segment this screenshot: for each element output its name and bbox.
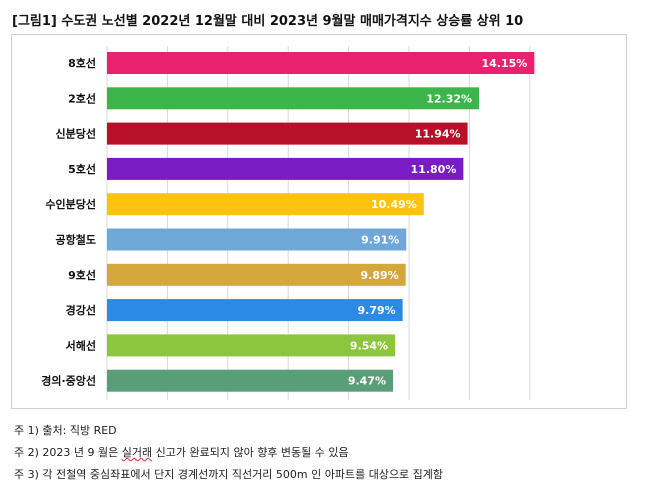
bar (107, 263, 406, 286)
value-label: 10.49% (371, 198, 417, 211)
category-label: 경강선 (66, 303, 96, 317)
category-label: 서해선 (66, 338, 96, 352)
bar (107, 334, 396, 357)
footnote-source: 주 1) 출처: 직방 RED (14, 424, 117, 437)
value-label: 9.47% (348, 375, 386, 388)
category-label: 신분당선 (56, 127, 96, 141)
footnote-revision-highlight: 실거래 (121, 446, 153, 459)
bar (107, 369, 393, 392)
footnote-revision-text-end: 신고가 완료되지 않아 향후 변동될 수 있음 (152, 446, 349, 459)
value-label: 9.79% (357, 304, 395, 317)
chart-title: [그림1] 수도권 노선별 2022년 12월말 대비 2023년 9월말 매매… (12, 14, 524, 29)
bar (107, 228, 407, 251)
category-label: 8호선 (68, 56, 96, 70)
bar (107, 87, 480, 110)
bar (107, 299, 403, 322)
footnote-revision: 주 2) 2023 년 9 월은 실거래 신고가 완료되지 않아 향후 변동될 … (14, 442, 443, 464)
value-label: 9.89% (361, 269, 399, 282)
footnote-revision-text-start: 주 2) 2023 년 9 월은 (14, 446, 122, 459)
category-label: 5호선 (68, 162, 96, 176)
value-label: 12.32% (426, 92, 472, 105)
bar (107, 122, 468, 145)
footnote-method: 주 3) 각 전철역 중심좌표에서 단지 경계선까지 직선거리 500m 인 아… (14, 468, 444, 481)
value-label: 11.80% (411, 163, 457, 176)
category-label: 수인분당선 (45, 197, 96, 211)
category-label: 9호선 (68, 268, 96, 282)
bars (107, 52, 535, 392)
value-label: 9.91% (361, 234, 399, 247)
category-label: 경의·중앙선 (41, 374, 96, 388)
value-label: 14.15% (482, 57, 528, 70)
bar (107, 52, 535, 74)
chart-frame (11, 34, 627, 409)
category-label: 공항철도 (56, 233, 96, 247)
value-labels: 14.15% 12.32% 11.94% 11.80% 10.49% 9.91% 9.89%… (348, 57, 528, 388)
footnotes: 주 1) 출처: 직방 RED 주 2) 2023 년 9 월은 실거래 신고가… (14, 420, 443, 486)
category-label: 2호선 (68, 91, 96, 105)
value-label: 11.94% (415, 128, 461, 141)
value-label: 9.54% (350, 339, 388, 352)
bar (107, 157, 464, 180)
bar (107, 193, 424, 216)
